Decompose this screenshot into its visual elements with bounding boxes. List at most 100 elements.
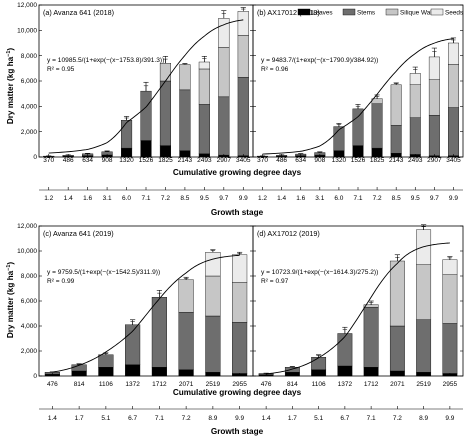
y-tick-label: 4,000 [21,323,38,330]
logistic-fit-curve [48,19,244,154]
y-tick-label: 10,000 [17,248,37,255]
y-tick-label: 0 [33,154,37,161]
logistic-fit-curve [262,38,454,155]
panel-a: 0 2,000 4,000 6,000 8,000 10,000 12,000 370 1.2 4… [17,2,254,202]
x-tick-label: 2071 [390,381,405,388]
x-tick-label: 3405 [446,157,461,164]
bar-stems [237,76,249,156]
bar-stems [232,322,248,374]
x-tick-label: 1526 [351,157,366,164]
legend-label: Silique Walls [400,10,436,17]
growth-stage-label: 5.1 [101,415,110,422]
fit-r2: R² = 0.97 [261,278,289,285]
bar-silique-walls [198,68,210,105]
growth-stage-label: 8.9 [208,415,217,422]
growth-stage-label: 7.1 [353,195,362,202]
legend: Leaves Stems Silique Walls Seeds [297,8,463,17]
fit-equation: y = 10723.9/(1+exp(−(x−1614.3)/275.2)) [261,269,378,276]
panel-d: 476 1.4 814 1.7 1106 5.1 1372 6.7 1712 7.1 2071 7.2… [252,224,464,422]
legend-swatch [297,8,311,16]
x-tick-label: 908 [102,157,113,164]
bar-seeds [198,61,210,70]
growth-stage-label: 6.0 [334,195,343,202]
x-tick-label: 1372 [125,381,140,388]
y-tick-label: 10,000 [17,28,37,35]
plot-frame [38,225,254,377]
x-tick-label: 1712 [152,381,167,388]
bar-stems [389,325,405,372]
growth-stage-label: 6.7 [340,415,349,422]
plot-frame [252,225,464,377]
panel-title: (b) AX17012 (2018) [257,8,320,17]
growth-stage-label: 9.9 [235,415,244,422]
bar-stems [390,125,402,154]
y-tick-label: 12,000 [17,223,37,230]
growth-stage-label: 1.4 [48,415,57,422]
bar-silique-walls [232,282,248,323]
bar-seeds [237,11,249,36]
x-tick-label: 2955 [232,381,247,388]
x-tick-label: 1106 [312,381,326,388]
bar-silique-walls [442,274,458,324]
bar-stems [337,333,353,367]
bar-seeds [205,252,221,277]
bar-seeds [218,18,230,48]
bar-silique-walls [409,84,421,118]
x-tick-label: 634 [82,157,93,164]
x-tick-label: 486 [63,157,74,164]
growth-stage-label: 5.1 [314,415,323,422]
y-tick-label: 8,000 [21,53,38,60]
bar-silique-walls [205,275,221,317]
x-axis-title-stage-top: Growth stage [211,208,264,217]
growth-stage-label: 7.1 [141,195,150,202]
bar-stems [98,354,114,368]
y-tick-label: 6,000 [21,78,38,85]
y-axis-title-bottom: Dry matter (kg ha−1) [6,262,15,339]
x-tick-label: 2519 [206,381,221,388]
logistic-fit-curve [266,242,450,375]
growth-stage-label: 6.7 [128,415,137,422]
y-tick-label: 2,000 [21,129,38,136]
bar-seeds [442,259,458,275]
bar-stems [178,312,194,370]
growth-stage-label: 7.2 [182,415,191,422]
bar-stems [416,319,432,373]
x-tick-label: 2907 [427,157,442,164]
growth-stage-label: 9.9 [445,415,454,422]
x-tick-label: 370 [257,157,268,164]
x-tick-label: 1320 [119,157,134,164]
bar-silique-walls [218,47,230,98]
bar-stems [371,103,383,149]
growth-stage-label: 9.7 [219,195,228,202]
x-tick-label: 2907 [217,157,232,164]
y-axis-title-top: Dry matter (kg ha−1) [6,48,15,125]
y-tick-label: 4,000 [21,104,38,111]
bar-stems [205,315,221,373]
growth-stage-label: 1.2 [258,195,267,202]
bar-seeds [428,56,440,80]
growth-stage-label: 7.2 [393,415,402,422]
bar-stems [151,297,167,368]
fit-r2: R² = 0.96 [261,66,289,73]
bar-seeds [232,254,248,283]
growth-stage-label: 1.4 [277,195,286,202]
growth-stage-label: 3.1 [315,195,324,202]
bar-stems [140,90,152,141]
growth-stage-label: 9.5 [411,195,420,202]
growth-stage-label: 6.0 [122,195,131,202]
bar-silique-walls [389,260,405,327]
x-axis-title-gdd-bottom: Cumulative growing degree days [173,388,302,397]
x-tick-label: 2955 [443,381,458,388]
x-tick-label: 1106 [99,381,113,388]
y-tick-label: 0 [33,373,37,380]
x-tick-label: 486 [276,157,287,164]
growth-stage-label: 3.1 [103,195,112,202]
x-tick-label: 370 [43,157,54,164]
legend-label: Stems [357,10,375,17]
legend-label: Leaves [312,10,333,17]
legend-label: Seeds [445,10,463,17]
bar-stems [352,108,364,146]
y-tick-label: 12,000 [17,2,37,9]
bar-silique-walls [428,79,440,116]
x-axis-title-gdd-top: Cumulative growing degree days [173,168,302,177]
